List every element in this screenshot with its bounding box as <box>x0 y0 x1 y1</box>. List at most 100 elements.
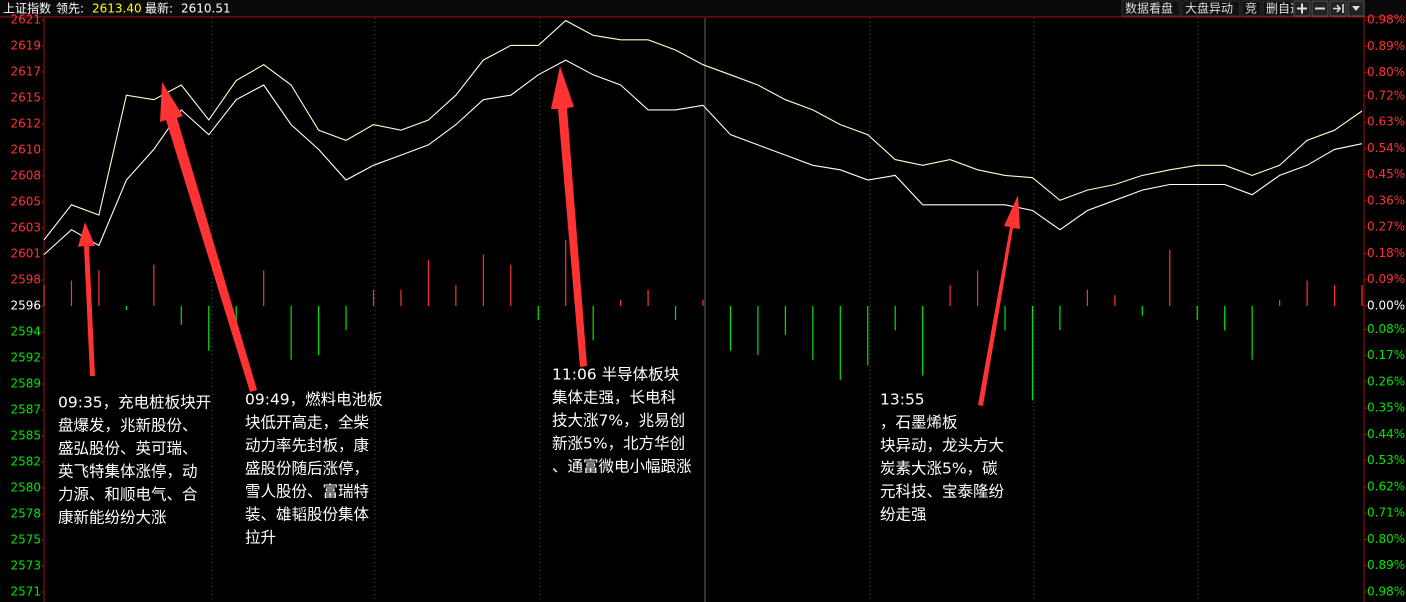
y-tick-label: 2615 <box>10 91 41 105</box>
annotation-line: 块低开高走，全柴 <box>245 414 369 432</box>
y-tick-label: 2598 <box>10 273 41 287</box>
y-tick-label: 2578 <box>10 507 41 521</box>
arrow <box>160 82 257 392</box>
arrow <box>551 66 587 367</box>
y2-tick-label: 0.35% <box>1367 401 1405 415</box>
annotation-line: 、通富微电小幅跟涨 <box>552 458 692 476</box>
annotation-line: 纷走强 <box>880 506 927 524</box>
annotations: 09:35，充电桩板块开盘爆发，兆新股份、盛弘股份、英可瑞、英飞特集体涨停，动力… <box>58 66 1020 547</box>
y-tick-label: 2582 <box>10 455 41 469</box>
toolbar-button[interactable] <box>1241 0 1262 17</box>
y2-tick-label: 0.54% <box>1367 141 1405 155</box>
y-tick-label: 2610 <box>10 143 41 157</box>
y-tick-label: 2592 <box>10 351 41 365</box>
y-tick-label: 2573 <box>10 559 41 573</box>
annotation-line: 集体走强，长电科 <box>552 389 676 407</box>
y-tick-label: 2589 <box>10 377 41 391</box>
annotation-line: 元科技、宝泰隆纷 <box>880 483 1005 501</box>
plus-icon <box>1297 3 1307 14</box>
y-tick-label: 2596 <box>10 299 41 313</box>
menu-icon <box>1352 6 1360 11</box>
annotation-line: 装、雄韬股份集体 <box>245 506 370 524</box>
plot: 2621 2619 2617 2615 2612 2610 2608 2605 2603 2601… <box>10 13 1405 599</box>
y-tick-label: 2621 <box>10 13 41 27</box>
y-tick-label: 2601 <box>10 247 41 261</box>
arrow <box>78 222 95 376</box>
annotation-line: 13:55 <box>880 391 925 409</box>
y2-tick-label: 0.09% <box>1367 272 1405 286</box>
toolbar-icons[interactable] <box>1293 0 1365 17</box>
y2-tick-label: 0.62% <box>1367 479 1405 493</box>
annotation-line: 雪人股份、富瑞特 <box>245 483 369 501</box>
toolbar-label[interactable]: 大盘异动 <box>1185 1 1233 16</box>
y-tick-label: 2619 <box>10 39 41 53</box>
y2-tick-label: 0.08% <box>1367 322 1405 336</box>
toolbar-button[interactable] <box>1181 0 1241 17</box>
arrows <box>78 66 1020 406</box>
arrow <box>978 195 1020 406</box>
toolbar-label[interactable]: 竞 <box>1245 2 1257 16</box>
y-tick-label: 2605 <box>10 195 41 209</box>
y2-tick-label: 0.63% <box>1367 115 1405 129</box>
annotation-line: 力源、和顺电气、合 <box>58 486 198 504</box>
lead-value: 2613.40 <box>92 2 142 16</box>
y2-tick-label: 0.72% <box>1367 88 1405 102</box>
lead-label: 领先: <box>56 2 84 16</box>
annotation-line: 盘爆发，兆新股份、 <box>58 416 198 435</box>
y-tick-label: 2594 <box>10 325 41 339</box>
y-tick-label: 2603 <box>10 221 41 235</box>
y2-tick-label: 0.89% <box>1367 39 1405 53</box>
annotation-line: 新涨5%，北方华创 <box>552 435 685 453</box>
y-tick-label: 2587 <box>10 403 41 417</box>
last-label: 最新: <box>145 1 173 16</box>
annotation-line: 块异动，龙头方大 <box>880 437 1004 455</box>
y2-tick-label: 0.53% <box>1367 453 1405 467</box>
y2-tick-label: 0.18% <box>1367 246 1405 260</box>
y-tick-label: 2585 <box>10 429 41 443</box>
y-tick-label: 2580 <box>10 481 41 495</box>
annotation-line: ，石墨烯板 <box>880 414 958 432</box>
toolbar-button[interactable] <box>1121 0 1181 17</box>
y-tick-label: 2571 <box>10 585 41 599</box>
last-value: 2610.51 <box>181 2 231 16</box>
annotation-line: 技大涨7%，兆易创 <box>552 412 685 430</box>
y2-tick-label: 0.98% <box>1367 585 1405 599</box>
y2-tick-label: 0.26% <box>1367 374 1405 388</box>
annotation-line: 11:06 半导体板块 <box>552 366 679 384</box>
y-tick-label: 2612 <box>10 117 41 131</box>
price-line <box>43 19 1363 241</box>
y2-tick-label: 0.98% <box>1367 13 1405 27</box>
y2-tick-label: 0.44% <box>1367 427 1405 441</box>
y2-tick-label: 0.45% <box>1367 167 1405 181</box>
annotation-line: 拉升 <box>245 529 276 547</box>
y2-tick-label: 0.80% <box>1367 65 1405 79</box>
y-tick-label: 2575 <box>10 533 41 547</box>
toolbar-label[interactable]: 数据看盘 <box>1125 1 1173 16</box>
y2-tick-label: 0.17% <box>1367 348 1405 362</box>
y2-tick-label: 0.27% <box>1367 220 1405 234</box>
y-tick-label: 2617 <box>10 65 41 79</box>
annotation-line: 盛股份随后涨停， <box>245 460 369 478</box>
time-dividers <box>211 18 1199 602</box>
annotation-line: 动力率先封板，康 <box>245 437 369 455</box>
annotation-line: 炭素大涨5%，碳 <box>880 460 998 478</box>
y2-tick-label: 0.71% <box>1367 506 1405 520</box>
toolbar-label[interactable]: 删自选 <box>1266 2 1302 16</box>
y2-tick-label: 0.89% <box>1367 558 1405 572</box>
annotation-line: 英飞特集体涨停，动 <box>58 463 198 481</box>
toolbar: 数据看盘 大盘异动竞删自选 <box>1121 0 1309 17</box>
end-icon <box>1333 4 1344 13</box>
index-name: 上证指数 <box>3 1 51 16</box>
annotation-line: 康新能纷纷大涨 <box>58 509 167 527</box>
y2-tick-label: 0.36% <box>1367 193 1405 207</box>
annotation-line: 盛弘股份、英可瑞、 <box>58 440 198 458</box>
y2-tick-label: 0.80% <box>1367 532 1405 546</box>
price-line <box>43 59 1363 256</box>
annotation-line: 09:35，充电桩板块开 <box>58 394 211 412</box>
y2-tick-label: 0.00% <box>1367 299 1405 313</box>
y-tick-label: 2608 <box>10 169 41 183</box>
annotation-line: 09:49，燃料电池板 <box>245 391 383 409</box>
header-bar <box>0 0 1406 17</box>
